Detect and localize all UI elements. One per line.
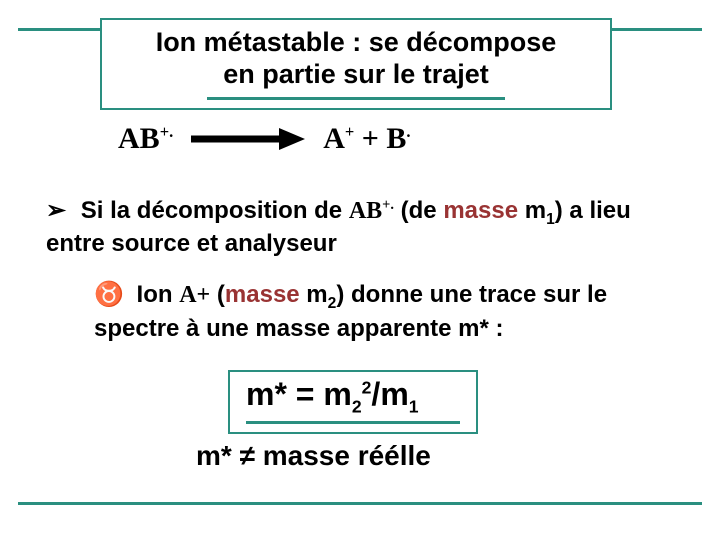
formula-underline — [246, 421, 460, 424]
p2-ion: A+ — [179, 282, 210, 308]
title-box: Ion métastable : se décompose en partie … — [100, 18, 612, 110]
reaction-right-a: A — [323, 122, 345, 155]
p1-ab-sup: +. — [382, 197, 394, 213]
bullet-astro-icon: ♉ — [94, 280, 124, 311]
formula-sub2: 2 — [352, 396, 362, 416]
formula-box: m* = m22/m1 — [228, 370, 478, 434]
bottom-gap — [232, 440, 240, 471]
p2-m2-m: m — [300, 281, 328, 308]
p2-masse: masse — [225, 281, 300, 308]
reaction-plus: + — [354, 122, 386, 155]
reaction-right-b-sup: . — [406, 122, 410, 141]
rule-bottom — [18, 502, 702, 505]
formula-slash: /m — [371, 376, 408, 412]
bottom-line: m* ≠ masse réélle — [196, 440, 431, 472]
p1-masse: masse — [443, 197, 518, 224]
title-line-2: en partie sur le trajet — [116, 58, 596, 90]
p1-m1-m: m — [518, 197, 546, 224]
arrow-icon — [191, 127, 305, 151]
bottom-rhs: masse réélle — [255, 440, 431, 471]
reaction-left: AB+. — [118, 122, 173, 156]
p1-text-before: Si la décomposition de — [74, 197, 349, 224]
reaction-row: AB+. A+ + B. — [118, 122, 411, 156]
p1-ab: AB — [349, 198, 382, 224]
reaction-left-sup: +. — [160, 122, 174, 141]
p1-m1-sub: 1 — [546, 211, 555, 228]
bottom-lhs: m* — [196, 440, 232, 471]
bottom-neq: ≠ — [240, 440, 255, 471]
formula-sup2: 2 — [362, 377, 372, 397]
paragraph-2: ♉ Ion A+ (masse m2) donne une trace sur … — [94, 280, 654, 344]
p2-text-before: Ion — [130, 281, 179, 308]
formula-sub1: 1 — [409, 396, 419, 416]
title-line-1: Ion métastable : se décompose — [116, 26, 596, 58]
p2-text-mid1: ( — [210, 281, 225, 308]
reaction-right-b: B — [386, 122, 406, 155]
bullet-outline-arrow-icon: ➢ — [46, 196, 66, 226]
formula-lhs: m* = m — [246, 376, 352, 412]
title-underline — [207, 97, 505, 100]
slide: Ion métastable : se décompose en partie … — [0, 0, 720, 540]
reaction-right-a-sup: + — [345, 122, 354, 141]
reaction-arrow — [191, 127, 305, 151]
reaction-right: A+ + B. — [323, 122, 410, 156]
p1-text-mid: (de — [394, 197, 443, 224]
paragraph-1: ➢ Si la décomposition de AB+. (de masse … — [46, 196, 686, 259]
reaction-left-main: AB — [118, 122, 160, 155]
